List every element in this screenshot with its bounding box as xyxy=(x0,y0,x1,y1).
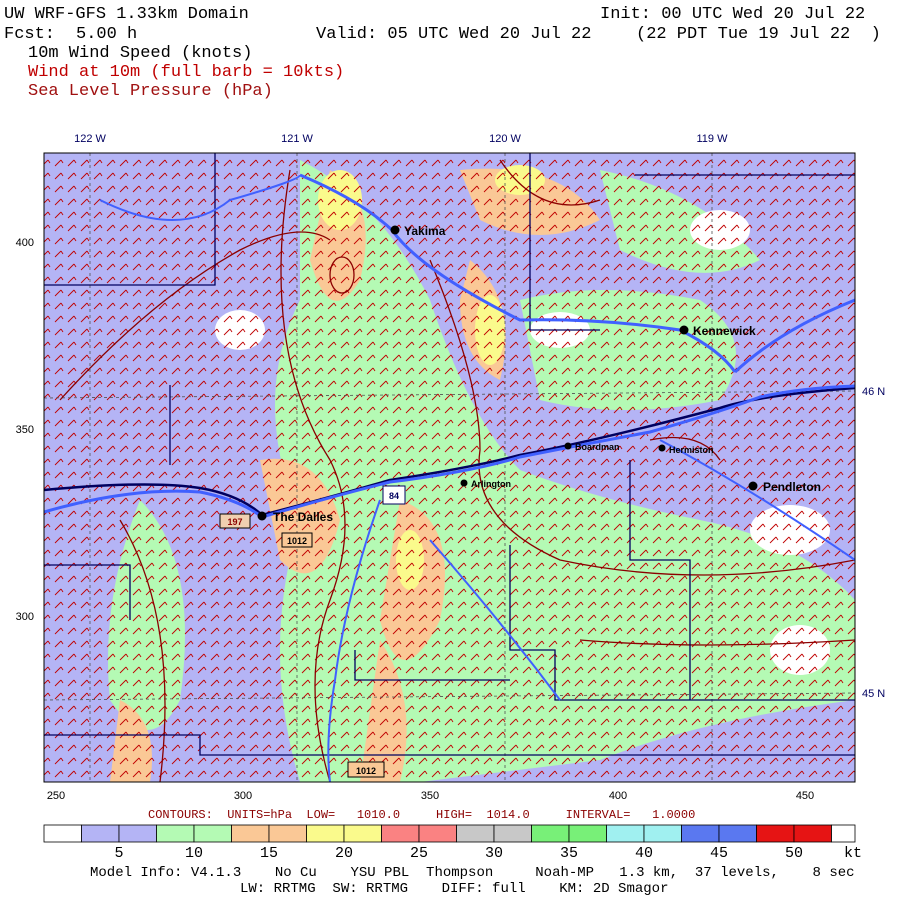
lon-label: 122 W xyxy=(74,133,106,145)
colorbar-unit: kt xyxy=(844,845,862,862)
city: The Dalles xyxy=(273,510,333,524)
field: Wind at 10m (full barb = 10kts) xyxy=(28,63,344,82)
grid-labels: 400 350 300 250 300 350 400 450 xyxy=(16,237,815,802)
contours-info: CONTOURS: UNITS=hPa LOW= 1010.0 HIGH= 10… xyxy=(148,808,695,822)
colorbar-label: 15 xyxy=(260,845,278,862)
footer: Model Info: V4.1.3 No Cu YSU PBL Thompso… xyxy=(90,865,855,881)
colorbar-label: 5 xyxy=(114,845,123,862)
init: Init: 00 UTC Wed 20 Jul 22 xyxy=(600,5,865,24)
y-label: 400 xyxy=(16,237,34,249)
colorbar-label: 40 xyxy=(635,845,653,862)
lat-label: 45 N xyxy=(862,688,885,700)
colorbar-label: 50 xyxy=(785,845,803,862)
colorbar-box xyxy=(43,824,82,843)
city: Kennewick xyxy=(693,324,756,338)
colorbar-box xyxy=(831,824,856,843)
fcst: 5.00 h xyxy=(76,25,137,44)
valid: Valid: 05 UTC Wed 20 Jul 22 xyxy=(316,25,591,44)
y-label: 350 xyxy=(16,424,34,436)
colorbar-label: 35 xyxy=(560,845,578,862)
colorbar-label: 30 xyxy=(485,845,503,862)
colorbar-label: 25 xyxy=(410,845,428,862)
colorbar-box xyxy=(156,824,195,843)
shield: 197 xyxy=(227,517,242,527)
colorbar-label: 45 xyxy=(710,845,728,862)
shields: 84 197 1012 1012 xyxy=(219,485,406,778)
lon-label: 121 W xyxy=(281,133,313,145)
colorbar-box xyxy=(418,824,457,843)
x-label: 300 xyxy=(234,790,252,802)
colorbar-box xyxy=(268,824,307,843)
colorbar-box xyxy=(568,824,607,843)
colorbar-box xyxy=(306,824,345,843)
colorbar-box xyxy=(381,824,420,843)
cities: Yakima Kennewick Boardman Hermiston Pend… xyxy=(257,224,821,524)
colorbar-box xyxy=(756,824,795,843)
colorbar-label: 20 xyxy=(335,845,353,862)
shield: 84 xyxy=(389,491,399,501)
local-time: (22 PDT Tue 19 Jul 22 ) xyxy=(636,25,881,44)
lon-label: 119 W xyxy=(697,133,729,145)
lon-label: 120 W xyxy=(489,133,521,145)
colorbar-box xyxy=(531,824,570,843)
city: Boardman xyxy=(575,442,620,452)
contour-label: 1012 xyxy=(287,536,307,546)
x-label: 250 xyxy=(47,790,65,802)
map xyxy=(44,153,855,782)
x-label: 400 xyxy=(609,790,627,802)
axis-labels: 122 W 121 W 120 W 119 W 46 N 45 N xyxy=(74,133,885,700)
y-label: 300 xyxy=(16,611,34,623)
colorbar-box xyxy=(81,824,120,843)
x-label: 450 xyxy=(796,790,814,802)
colorbar-label: 10 xyxy=(185,845,203,862)
contour-label: 1012 xyxy=(356,766,376,776)
city: Yakima xyxy=(404,224,446,238)
fcst-label: Fcst: xyxy=(4,25,55,44)
colorbar-box xyxy=(231,824,270,843)
title: UW WRF-GFS 1.33km Domain xyxy=(4,5,249,24)
colorbar-box xyxy=(643,824,682,843)
colorbar-box xyxy=(793,824,832,843)
city: Pendleton xyxy=(763,480,821,494)
colorbar-box xyxy=(681,824,720,843)
city: Arlington xyxy=(471,479,511,489)
colorbar: 5 10 15 20 25 30 35 40 45 50 kt xyxy=(43,824,862,862)
field: 10m Wind Speed (knots) xyxy=(28,44,252,63)
colorbar-box xyxy=(493,824,532,843)
colorbar-box xyxy=(718,824,757,843)
map-frame xyxy=(43,152,856,783)
field: Sea Level Pressure (hPa) xyxy=(28,82,273,101)
colorbar-box xyxy=(343,824,382,843)
x-label: 350 xyxy=(421,790,439,802)
colorbar-box xyxy=(456,824,495,843)
colorbar-box xyxy=(118,824,157,843)
city: Hermiston xyxy=(669,445,714,455)
colorbar-box xyxy=(193,824,232,843)
footer: LW: RRTMG SW: RRTMG DIFF: full KM: 2D Sm… xyxy=(240,881,668,897)
colorbar-box xyxy=(606,824,645,843)
lat-label: 46 N xyxy=(862,386,885,398)
